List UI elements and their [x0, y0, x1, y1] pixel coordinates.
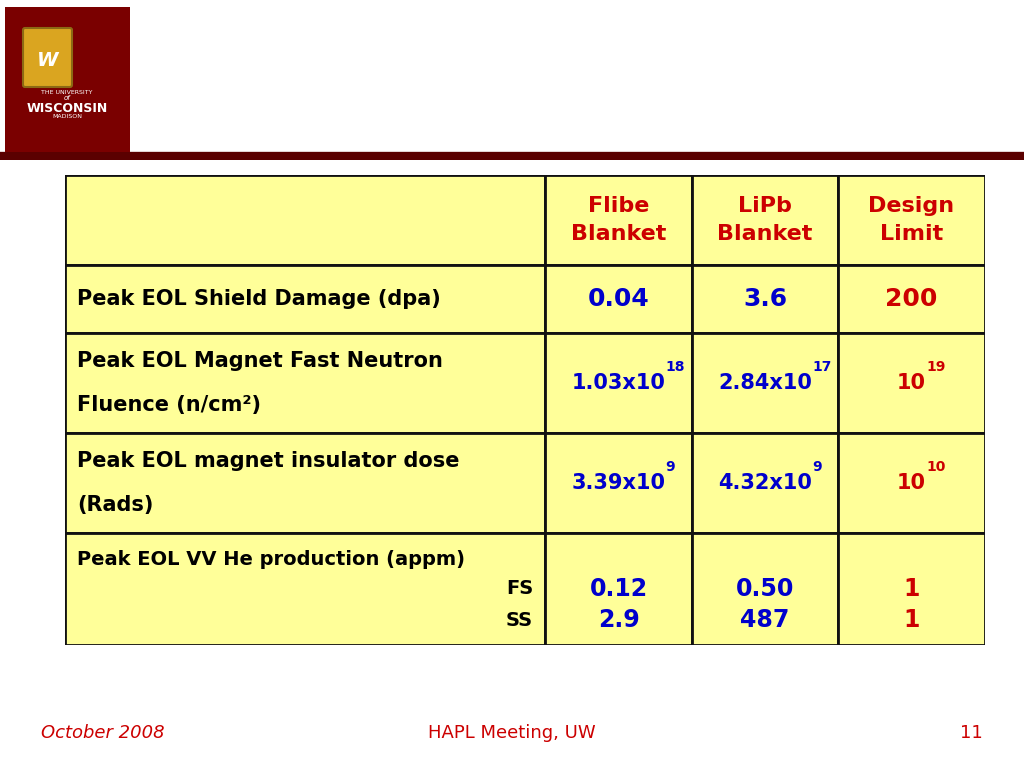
- Text: 0.50: 0.50: [736, 577, 795, 601]
- Text: Peak EOL magnet insulator dose: Peak EOL magnet insulator dose: [77, 451, 460, 471]
- Bar: [545, 533, 692, 645]
- Bar: [838, 265, 985, 333]
- Text: Blanket: Blanket: [718, 224, 813, 244]
- Text: 2.84x10: 2.84x10: [718, 373, 812, 393]
- Text: Blanket: Blanket: [570, 224, 667, 244]
- Text: 3.6: 3.6: [743, 287, 787, 311]
- Text: Design: Design: [868, 196, 954, 216]
- Bar: [692, 433, 838, 533]
- Bar: [838, 533, 985, 645]
- Text: 3.39x10: 3.39x10: [571, 473, 666, 493]
- Text: LiPb: LiPb: [738, 196, 792, 216]
- Text: SS: SS: [506, 611, 534, 630]
- Text: Flibe: Flibe: [588, 196, 649, 216]
- Bar: [545, 433, 692, 533]
- Bar: [5, 7, 130, 152]
- Text: 0.12: 0.12: [590, 577, 647, 601]
- Text: 4.32x10: 4.32x10: [718, 473, 812, 493]
- Text: 19: 19: [926, 360, 945, 374]
- Text: 11: 11: [961, 724, 983, 743]
- Text: MADISON: MADISON: [52, 114, 82, 120]
- Text: (Rads): (Rads): [77, 495, 154, 515]
- Text: Fluence (n/cm²): Fluence (n/cm²): [77, 395, 261, 415]
- Bar: [545, 333, 692, 433]
- Text: 2.9: 2.9: [598, 608, 639, 632]
- Bar: [545, 175, 692, 265]
- Text: 9: 9: [666, 460, 675, 474]
- Text: HAPL Meeting, UW: HAPL Meeting, UW: [428, 724, 596, 743]
- Text: 1: 1: [903, 577, 920, 601]
- Bar: [545, 265, 692, 333]
- Bar: [692, 175, 838, 265]
- Text: 10: 10: [897, 473, 926, 493]
- Bar: [692, 533, 838, 645]
- Text: of: of: [63, 95, 71, 101]
- Text: Peak EOL Shield Damage (dpa): Peak EOL Shield Damage (dpa): [77, 289, 440, 309]
- Text: 17: 17: [812, 360, 831, 374]
- Bar: [65, 333, 545, 433]
- Bar: [838, 175, 985, 265]
- Text: THE UNIVERSITY: THE UNIVERSITY: [41, 90, 93, 94]
- Text: Limit: Limit: [880, 224, 943, 244]
- Text: FS: FS: [506, 580, 534, 598]
- Text: October 2008: October 2008: [41, 724, 165, 743]
- Text: 10: 10: [926, 460, 945, 474]
- Text: Peak EOL VV He production (appm): Peak EOL VV He production (appm): [77, 551, 465, 569]
- Text: 9: 9: [812, 460, 821, 474]
- Bar: [692, 333, 838, 433]
- Bar: [65, 265, 545, 333]
- Text: Peak Damage Parameters in Shield,: Peak Damage Parameters in Shield,: [145, 29, 987, 71]
- Text: 1.03x10: 1.03x10: [571, 373, 666, 393]
- Text: Peak EOL Magnet Fast Neutron: Peak EOL Magnet Fast Neutron: [77, 351, 442, 371]
- Text: Magnet, and VV: Magnet, and VV: [145, 84, 519, 126]
- Bar: [838, 333, 985, 433]
- Text: 18: 18: [666, 360, 685, 374]
- FancyBboxPatch shape: [23, 28, 72, 87]
- Text: 10: 10: [897, 373, 926, 393]
- Bar: [65, 175, 545, 265]
- Text: 200: 200: [886, 287, 938, 311]
- Bar: [65, 433, 545, 533]
- Text: 0.04: 0.04: [588, 287, 649, 311]
- Text: WISCONSIN: WISCONSIN: [27, 101, 108, 114]
- Bar: [838, 433, 985, 533]
- Text: W: W: [37, 51, 58, 69]
- Bar: [65, 533, 545, 645]
- Text: 1: 1: [903, 608, 920, 632]
- Bar: [692, 265, 838, 333]
- Text: 487: 487: [740, 608, 790, 632]
